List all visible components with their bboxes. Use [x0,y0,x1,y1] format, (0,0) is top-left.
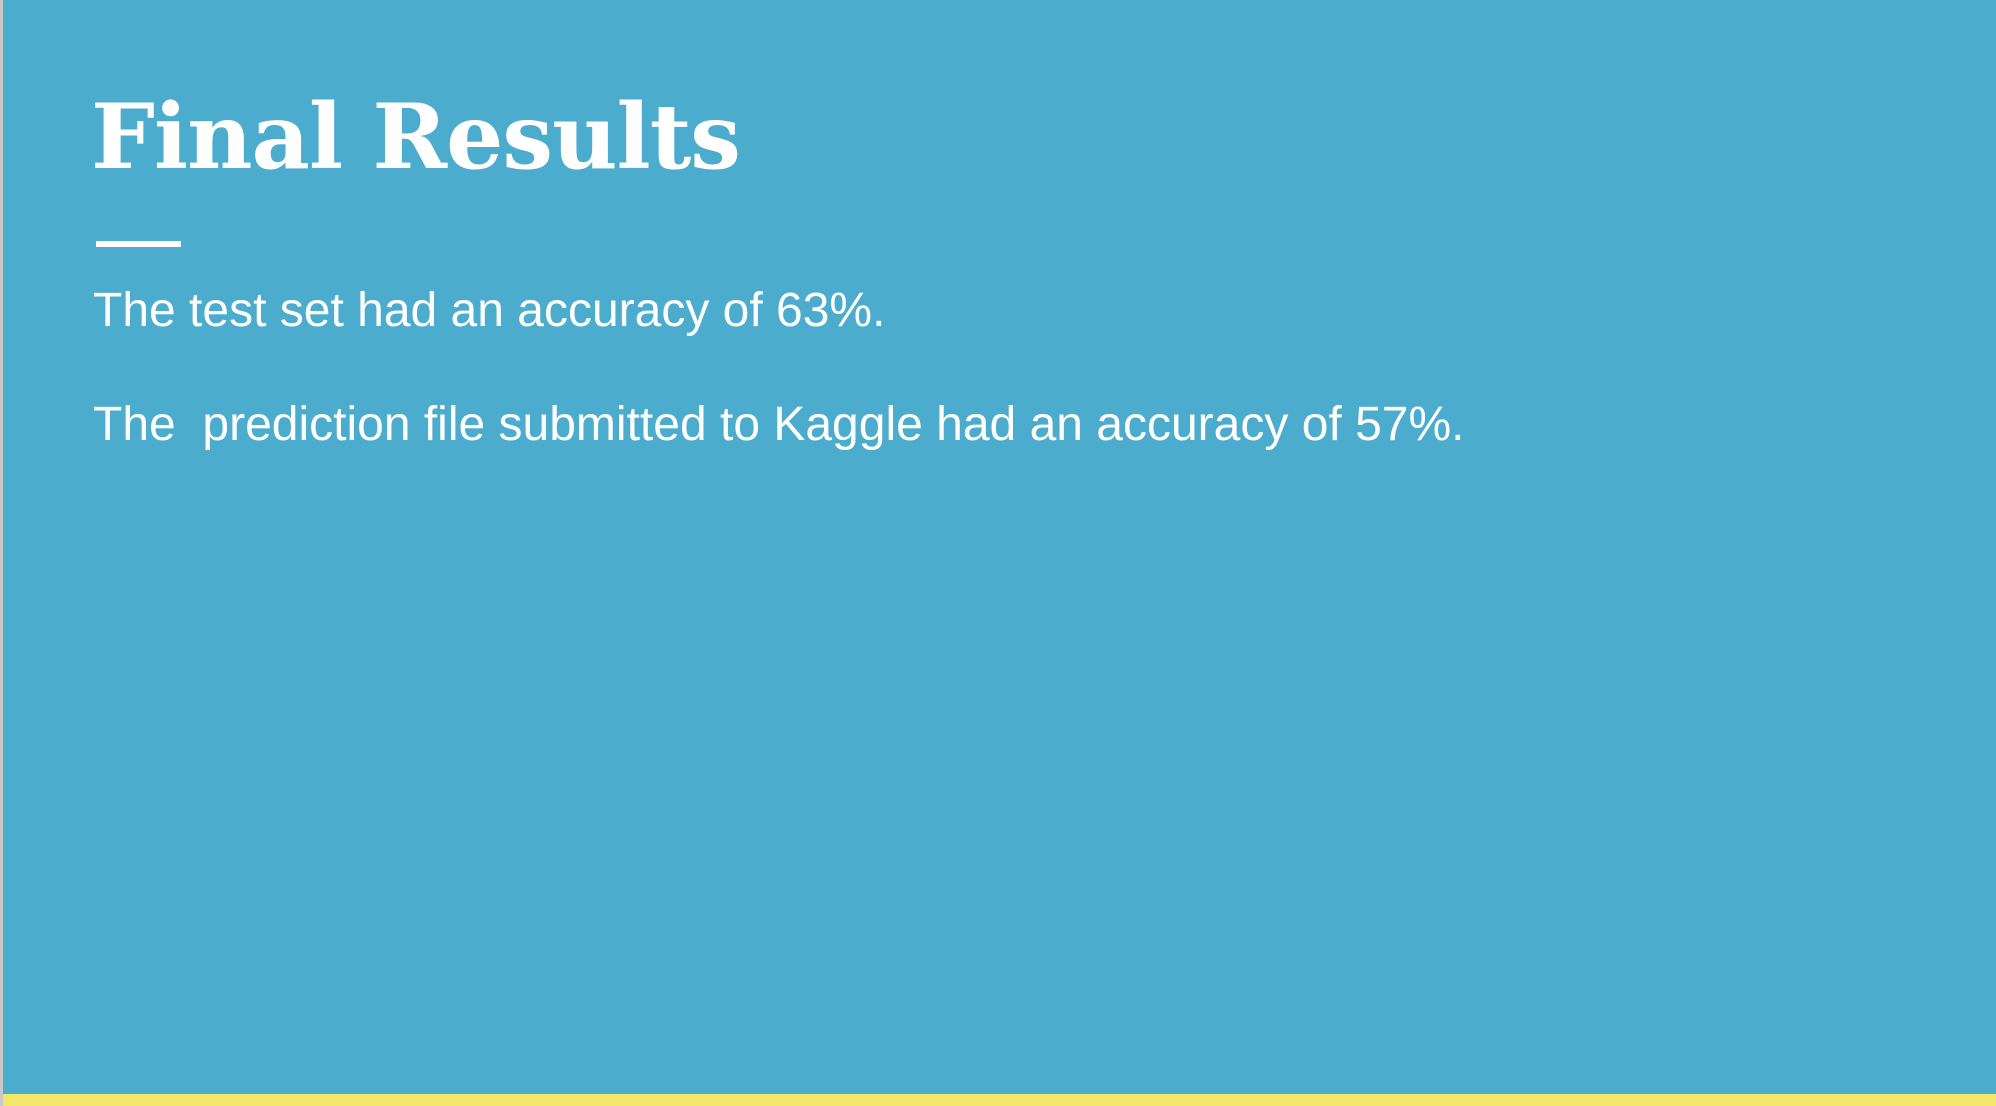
body-text-line-1: The test set had an accuracy of 63%. [93,284,886,337]
body-text-line-2: The prediction file submitted to Kaggle … [93,398,1465,451]
slide-title: Final Results [91,84,741,190]
bottom-accent-bar [3,1094,1996,1106]
title-underline [96,241,181,247]
